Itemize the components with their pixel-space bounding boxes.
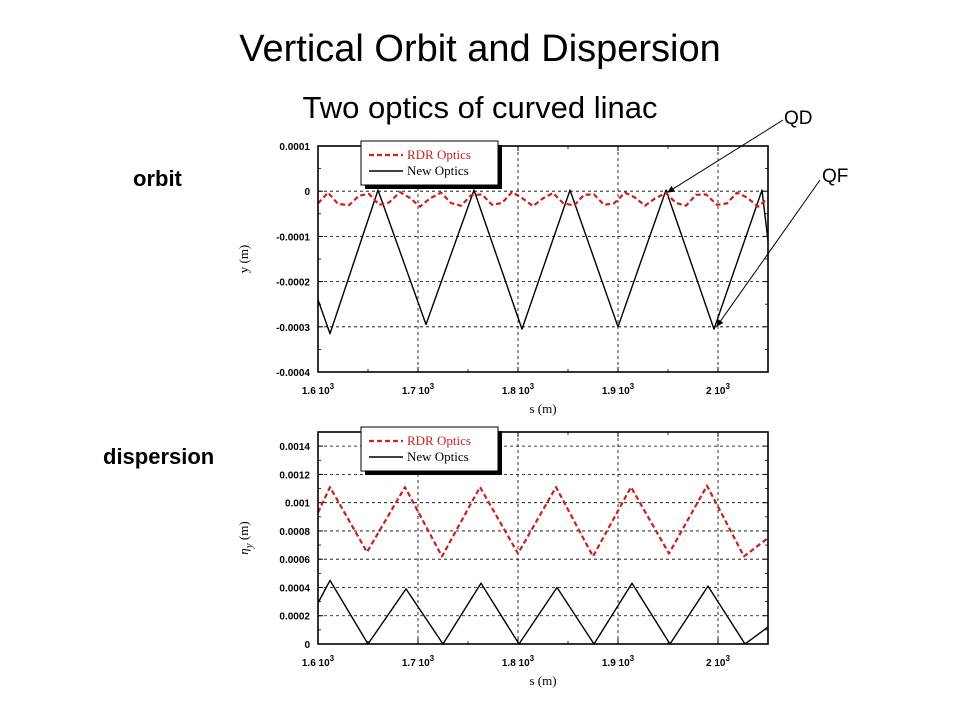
y-tick-label: 0.0012 xyxy=(279,470,310,481)
y-tick-label: -0.0003 xyxy=(276,323,310,334)
qd-annotation: QD xyxy=(784,108,813,129)
x-tick-label: 1.6 103 xyxy=(302,654,335,669)
slide-title: Vertical Orbit and Dispersion xyxy=(239,28,721,70)
qf-arrow xyxy=(716,179,821,327)
series-new-optics-line xyxy=(318,189,768,335)
y-tick-label: -0.0004 xyxy=(276,368,310,379)
x-tick-label: 1.6 103 xyxy=(302,382,335,397)
x-tick-label: 2 103 xyxy=(706,654,730,669)
y-axis-label: y (m) xyxy=(236,245,251,274)
y-axis-label: ηy (m) xyxy=(236,521,255,554)
y-tick-label: -0.0001 xyxy=(276,232,310,243)
orbit-label: orbit xyxy=(133,166,182,191)
x-tick-label: 2 103 xyxy=(706,382,730,397)
x-tick-label: 1.7 103 xyxy=(402,654,435,669)
x-tick-label: 1.9 103 xyxy=(602,654,635,669)
x-axis-label: s (m) xyxy=(529,401,556,416)
y-tick-label: 0.0002 xyxy=(279,612,310,623)
legend-label: New Optics xyxy=(407,449,469,464)
x-tick-label: 1.9 103 xyxy=(602,382,635,397)
series-rdr-optics-line xyxy=(318,484,768,558)
series-rdr-optics-line xyxy=(318,191,768,208)
qf-annotation: QF xyxy=(822,166,849,187)
y-tick-label: 0.0008 xyxy=(279,527,310,538)
y-tick-label: 0.0006 xyxy=(279,555,310,566)
qd-arrow xyxy=(667,119,784,193)
y-tick-label: 0 xyxy=(304,187,310,198)
y-tick-label: 0.001 xyxy=(285,499,310,510)
x-tick-label: 1.8 103 xyxy=(502,382,535,397)
y-tick-label: 0 xyxy=(304,640,310,651)
plot-frame xyxy=(317,431,769,645)
legend-label: RDR Optics xyxy=(407,147,471,162)
dispersion-label: dispersion xyxy=(103,444,215,469)
y-tick-label: -0.0002 xyxy=(276,278,310,289)
y-tick-label: 0.0001 xyxy=(279,142,310,153)
y-tick-label: 0.0004 xyxy=(279,583,310,594)
legend-label: New Optics xyxy=(407,163,469,178)
legend-label: RDR Optics xyxy=(407,433,471,448)
x-tick-label: 1.7 103 xyxy=(402,382,435,397)
chart-dispersion: 0.0014 0.0012 0.001 0.0008 0.0006 0.0004 0.000… xyxy=(236,426,769,688)
slide-subtitle: Two optics of curved linac xyxy=(302,90,658,125)
x-tick-label: 1.8 103 xyxy=(502,654,535,669)
legend-box xyxy=(360,426,499,472)
x-axis-label: s (m) xyxy=(529,673,556,688)
chart-orbit: 0.0001 0 -0.0001 -0.0002 -0.0003 -0.0004 1.6 1… xyxy=(236,140,769,416)
series-new-optics-line xyxy=(318,579,768,644)
y-tick-label: 0.0014 xyxy=(279,442,310,453)
plot-frame xyxy=(317,145,769,373)
legend-box xyxy=(360,140,499,186)
